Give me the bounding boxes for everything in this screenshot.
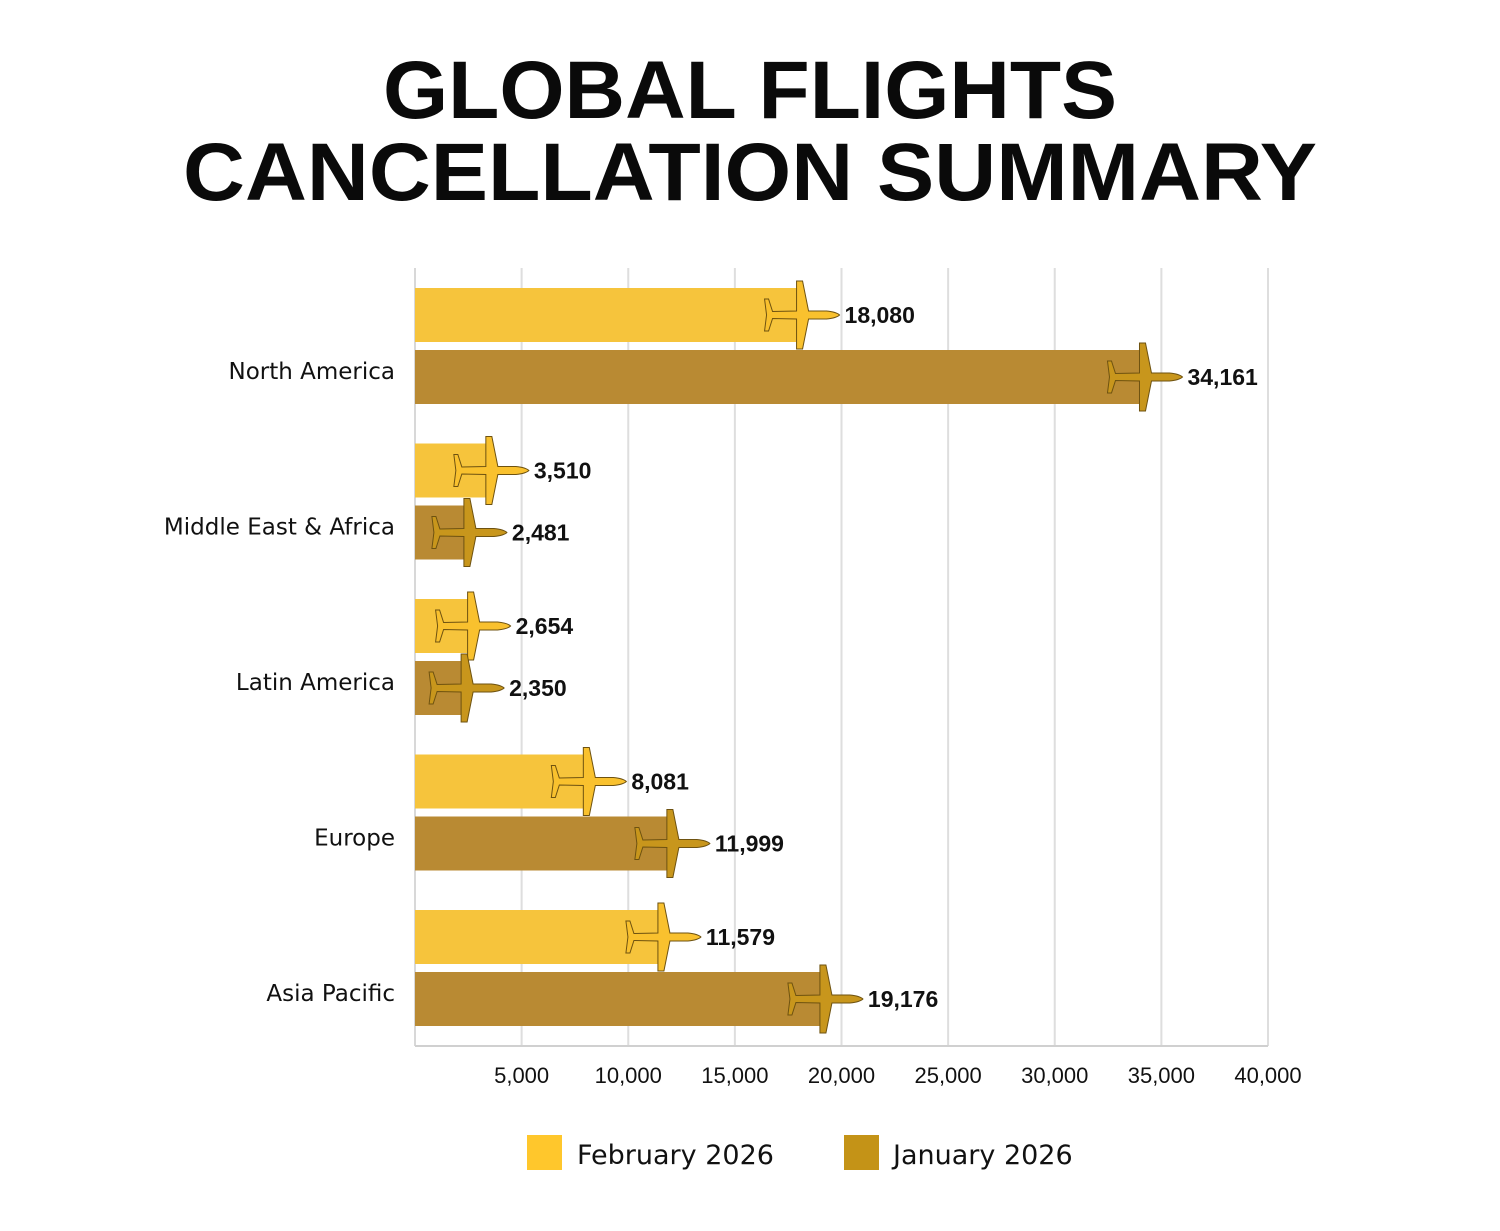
category-label: Middle East & Africa [164,515,395,541]
x-tick-label: 35,000 [1128,1063,1195,1088]
bars: 18,080 34,161 3,510 2,481 2,654 2,350 8,081 11,… [415,280,1258,1034]
data-label: 18,080 [845,302,915,328]
airplane-icon [428,653,505,723]
data-label: 19,176 [868,986,938,1012]
airplane-icon [625,902,702,972]
bar-february [415,288,801,342]
x-tick-label: 25,000 [914,1063,981,1088]
legend-swatch [844,1135,879,1170]
data-label: 11,579 [706,924,775,950]
x-tick-label: 15,000 [701,1063,768,1088]
bar-february [415,910,662,964]
category-label: Asia Pacific [266,981,395,1007]
data-label: 8,081 [631,769,689,795]
airplane-icon [787,964,864,1034]
x-tick-label: 20,000 [808,1063,875,1088]
category-label: Latin America [236,670,395,696]
chart-title-line-2: CANCELLATION SUMMARY [183,127,1317,218]
bar-january [415,972,824,1026]
bar-january [415,350,1144,404]
y-axis-categories: North America Middle East & Africa Latin A… [164,359,395,1007]
x-axis-ticks: 5,000 10,000 15,000 20,000 25,000 30,000 35,00… [494,1063,1302,1088]
legend-label: February 2026 [577,1140,774,1171]
x-tick-label: 10,000 [595,1063,662,1088]
airplane-icon [1106,342,1184,412]
chart-title-line-1: GLOBAL FLIGHTS [383,45,1117,136]
data-label: 2,481 [512,520,570,546]
category-label: North America [228,359,395,385]
airplane-icon [431,498,508,567]
bar-january [415,816,671,871]
legend: February 2026 January 2026 [527,1135,1073,1171]
legend-label: January 2026 [891,1140,1073,1171]
airplane-icon [763,280,841,350]
airplane-icon [435,591,512,661]
category-label: Europe [314,826,395,852]
airplane-icon [634,809,711,878]
x-tick-label: 5,000 [494,1063,549,1088]
data-label: 3,510 [534,458,592,484]
data-label: 11,999 [715,831,784,857]
airplane-icon [550,747,628,816]
legend-swatch [527,1135,562,1170]
airplane-icon [453,436,530,505]
x-tick-label: 30,000 [1021,1063,1088,1088]
data-label: 2,350 [509,675,567,701]
x-tick-label: 40,000 [1234,1063,1301,1088]
data-label: 2,654 [516,613,574,639]
data-label: 34,161 [1187,364,1258,390]
